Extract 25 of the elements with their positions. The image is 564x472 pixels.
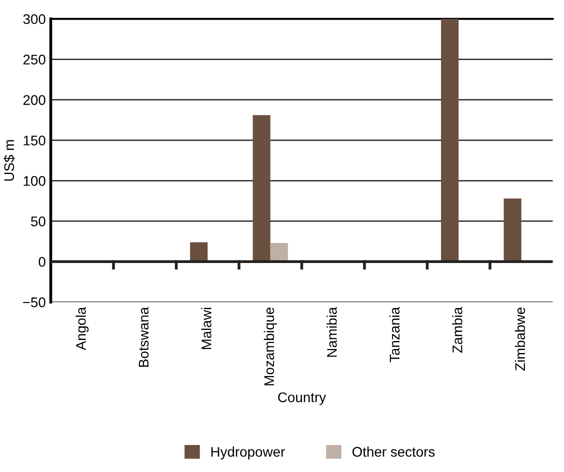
legend-label: Other sectors — [352, 446, 435, 457]
x-tick-label: Botswana — [138, 306, 149, 367]
x-tick-label: Zambia — [452, 306, 462, 353]
y-tick-label: 250 — [23, 54, 46, 65]
x-axis-title: Country — [278, 392, 326, 405]
y-tick-label: 0 — [38, 256, 46, 267]
bar — [190, 242, 208, 262]
x-tick-label: Mozambique — [264, 308, 277, 386]
y-tick-label: −50 — [23, 297, 46, 308]
bar — [270, 243, 288, 262]
bar — [441, 18, 459, 262]
y-tick-label: 300 — [23, 14, 46, 24]
x-tick-label: Zimbabwe — [514, 308, 526, 371]
y-tick-label: 200 — [23, 95, 46, 105]
x-tick-label: Angola — [76, 306, 89, 350]
bar — [504, 198, 522, 262]
x-tick-label: Tanzania — [389, 306, 400, 362]
y-tick-label: 100 — [24, 176, 46, 186]
y-axis-title: US$ m — [4, 140, 15, 181]
bar — [252, 115, 270, 262]
x-tick-label: Namibia — [326, 306, 337, 357]
legend-label: Hydropower — [211, 446, 285, 460]
y-tick-label: 150 — [24, 136, 46, 146]
y-tick-label: 50 — [31, 216, 46, 226]
x-tick-label: Malawi — [201, 308, 212, 350]
